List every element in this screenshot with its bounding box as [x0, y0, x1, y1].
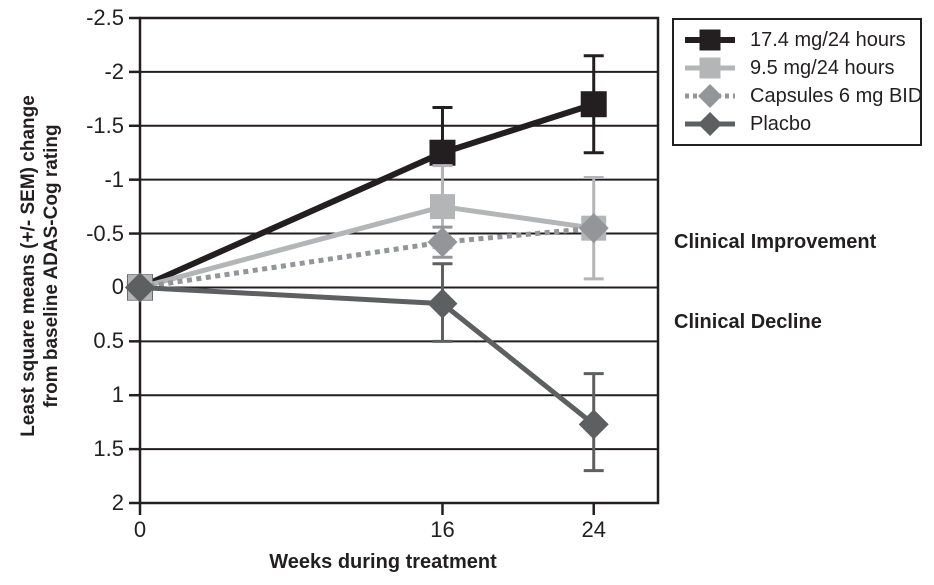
legend-marker-square [699, 57, 721, 79]
legend-item-label: 9.5 mg/24 hours [750, 56, 895, 79]
marker-diamond [578, 409, 609, 440]
y-tick-label: 0.5 [93, 328, 124, 354]
annotation-clinical-improvement: Clinical Improvement [674, 231, 877, 253]
annotation-clinical-decline: Clinical Decline [674, 311, 822, 333]
marker-square [429, 194, 455, 220]
y-tick-label: -2.5 [86, 5, 124, 30]
y-tick-label: 1 [111, 382, 124, 408]
plot-border [138, 16, 660, 505]
legend-item-label: Capsules 6 mg BID [750, 84, 923, 107]
legend-sample-diamond [685, 84, 735, 108]
x-axis-title: Weeks during treatment [269, 551, 497, 573]
marker-square [580, 91, 607, 118]
series-17-4-mg-24-hours [127, 54, 607, 301]
series-line [138, 101, 595, 291]
legend-marker-square [699, 29, 721, 51]
legend-item-label: Placbo [750, 112, 812, 135]
marker-diamond [125, 272, 155, 303]
legend-item: Placbo [684, 110, 914, 138]
legend-item: Capsules 6 mg BID [684, 82, 922, 110]
legend-sample-square [685, 29, 735, 51]
x-tick-label: 16 [430, 517, 455, 542]
y-tick-label: 0 [111, 274, 124, 300]
y-tick-label: -0.5 [86, 220, 124, 246]
legend-item: 9.5 mg/24 hours [684, 54, 914, 82]
legend-box: 17.4 mg/24 hours 9.5 mg/24 hours Capsules … [672, 18, 922, 146]
marker-diamond [427, 227, 458, 258]
series-placbo [125, 262, 609, 473]
y-tick-label: 1.5 [93, 436, 124, 462]
legend-sample-diamond [685, 112, 735, 136]
y-tick-label: -1 [104, 166, 124, 192]
series-line [139, 284, 596, 427]
y-axis-title-line1: Least square means (+/- SEM) change [18, 95, 39, 437]
legend-item: 17.4 mg/24 hours [684, 26, 914, 54]
y-tick-label: -1.5 [86, 112, 124, 138]
marker-diamond [427, 288, 458, 319]
legend-marker-diamond [698, 112, 722, 136]
legend-sample-square [685, 57, 735, 79]
y-tick-label: 2 [111, 490, 124, 515]
x-tick-label: 0 [133, 517, 147, 542]
y-tick-label: -2 [104, 58, 124, 84]
legend-marker-diamond [698, 84, 722, 108]
marker-square [429, 139, 456, 166]
x-tick-label: 24 [581, 517, 606, 542]
marker-diamond [578, 213, 609, 244]
legend-item-label: 17.4 mg/24 hours [750, 28, 906, 51]
